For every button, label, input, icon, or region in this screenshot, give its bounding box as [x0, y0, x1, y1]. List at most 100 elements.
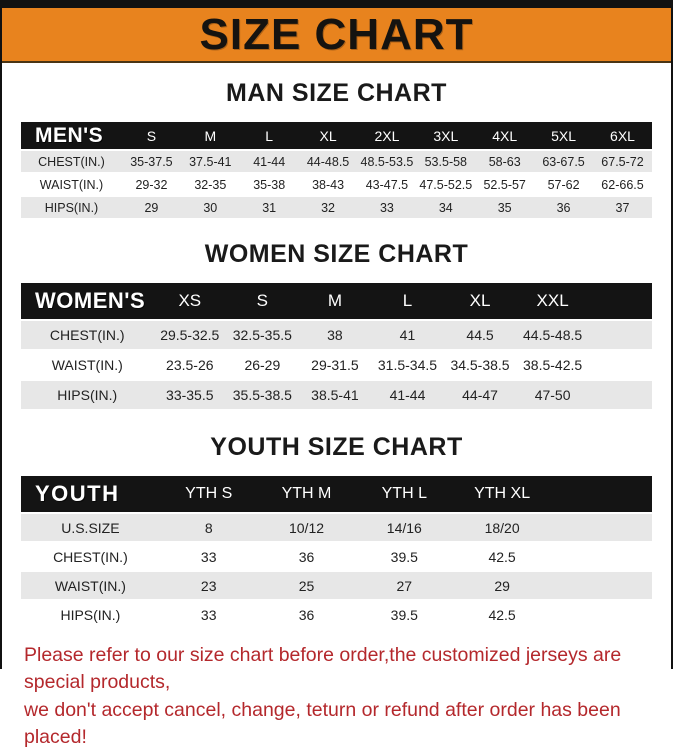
- size-value-cell: 34: [416, 197, 476, 218]
- row-label-cell: HIPS(IN.): [21, 381, 154, 409]
- women-section-heading: WOMEN SIZE CHART: [204, 240, 469, 268]
- size-column-header: YTH S: [159, 476, 258, 512]
- size-value-cell: 34.5-38.5: [443, 351, 517, 379]
- title-banner: SIZE CHART: [2, 8, 671, 63]
- size-value-cell: 33: [159, 543, 258, 570]
- filler-cell: [588, 381, 652, 409]
- size-value-cell: 44-47: [443, 381, 517, 409]
- size-value-cell: 29: [453, 572, 551, 599]
- size-value-cell: 47-50: [516, 381, 589, 409]
- filler-header-cell: [551, 476, 652, 512]
- size-value-cell: 47.5-52.5: [416, 174, 476, 195]
- table-row: WAIST(IN.) 23 25 27 29: [21, 572, 652, 599]
- row-label-cell: WAIST(IN.): [21, 174, 122, 195]
- row-label-cell: HIPS(IN.): [21, 601, 160, 628]
- filler-cell: [588, 351, 652, 379]
- size-column-header: 6XL: [593, 122, 652, 149]
- table-row: WAIST(IN.) 29-32 32-35 35-38 38-43 43-47.5 47.…: [21, 174, 652, 195]
- size-value-cell: 10/12: [257, 514, 356, 541]
- row-label-cell: CHEST(IN.): [21, 151, 122, 172]
- row-label-cell: HIPS(IN.): [21, 197, 122, 218]
- size-value-cell: 32.5-35.5: [226, 321, 299, 349]
- table-header-row: YOUTH YTH S YTH M YTH L YTH XL: [21, 476, 652, 512]
- size-column-header: M: [298, 283, 372, 319]
- table-title-cell: WOMEN'S: [21, 283, 154, 319]
- size-column-header: 4XL: [475, 122, 535, 149]
- size-value-cell: 35-38: [239, 174, 299, 195]
- size-value-cell: 38: [298, 321, 372, 349]
- women-table-wrap: WOMEN'S XS S M L XL XXL CHEST(IN.) 29.5-32.5 32.5…: [2, 281, 671, 411]
- size-value-cell: 44.5-48.5: [516, 321, 589, 349]
- row-label-cell: WAIST(IN.): [21, 572, 160, 599]
- youth-table-wrap: YOUTH YTH S YTH M YTH L YTH XL U.S.SIZE 8 10/12…: [2, 474, 671, 630]
- size-value-cell: 38.5-41: [298, 381, 372, 409]
- size-value-cell: 36: [257, 601, 356, 628]
- table-row: HIPS(IN.) 33-35.5 35.5-38.5 38.5-41 41-44 44-…: [21, 381, 652, 409]
- size-value-cell: 33: [357, 197, 417, 218]
- filler-cell: [551, 601, 652, 628]
- size-column-header: 3XL: [416, 122, 476, 149]
- disclaimer-line-1: Please refer to our size chart before or…: [24, 644, 622, 694]
- youth-section-heading: YOUTH SIZE CHART: [210, 433, 463, 461]
- size-value-cell: 33: [159, 601, 258, 628]
- youth-size-table: YOUTH YTH S YTH M YTH L YTH XL U.S.SIZE 8 10/12…: [21, 474, 652, 630]
- size-value-cell: 8: [159, 514, 258, 541]
- filler-header-cell: [588, 283, 652, 319]
- top-border-bar: [2, 0, 671, 8]
- size-value-cell: 23.5-26: [153, 351, 227, 379]
- women-size-table: WOMEN'S XS S M L XL XXL CHEST(IN.) 29.5-32.5 32.5…: [21, 281, 652, 411]
- size-column-header: L: [371, 283, 444, 319]
- size-value-cell: 43-47.5: [357, 174, 417, 195]
- size-value-cell: 42.5: [453, 601, 551, 628]
- size-value-cell: 37: [593, 197, 652, 218]
- table-row: HIPS(IN.) 29 30 31 32 33 34 35 36 37: [21, 197, 652, 218]
- size-value-cell: 23: [159, 572, 258, 599]
- size-value-cell: 37.5-41: [180, 151, 240, 172]
- size-value-cell: 39.5: [355, 543, 454, 570]
- row-label-cell: CHEST(IN.): [21, 543, 160, 570]
- row-label-cell: WAIST(IN.): [21, 351, 154, 379]
- size-value-cell: 41-44: [371, 381, 444, 409]
- filler-cell: [551, 514, 652, 541]
- size-column-header: YTH XL: [453, 476, 551, 512]
- filler-cell: [551, 572, 652, 599]
- size-column-header: S: [122, 122, 181, 149]
- size-value-cell: 57-62: [534, 174, 593, 195]
- size-column-header: YTH L: [355, 476, 454, 512]
- table-row: CHEST(IN.) 29.5-32.5 32.5-35.5 38 41 44.5 44.5…: [21, 321, 652, 349]
- men-table-wrap: MEN'S S M L XL 2XL 3XL 4XL 5XL 6XL CHEST(IN.) 35-37…: [2, 120, 671, 220]
- size-value-cell: 29: [122, 197, 181, 218]
- table-title-cell: MEN'S: [21, 122, 122, 149]
- table-row: HIPS(IN.) 33 36 39.5 42.5: [21, 601, 652, 628]
- size-value-cell: 63-67.5: [534, 151, 593, 172]
- size-value-cell: 48.5-53.5: [357, 151, 417, 172]
- size-value-cell: 32-35: [180, 174, 240, 195]
- size-value-cell: 18/20: [453, 514, 551, 541]
- size-column-header: XL: [298, 122, 358, 149]
- size-value-cell: 29.5-32.5: [153, 321, 227, 349]
- men-size-table: MEN'S S M L XL 2XL 3XL 4XL 5XL 6XL CHEST(IN.) 35-37…: [21, 120, 652, 220]
- size-value-cell: 38-43: [298, 174, 358, 195]
- size-column-header: XL: [443, 283, 517, 319]
- size-value-cell: 53.5-58: [416, 151, 476, 172]
- size-column-header: S: [226, 283, 299, 319]
- size-column-header: XXL: [516, 283, 589, 319]
- disclaimer-text: Please refer to our size chart before or…: [2, 630, 671, 751]
- size-value-cell: 41: [371, 321, 444, 349]
- table-row: CHEST(IN.) 33 36 39.5 42.5: [21, 543, 652, 570]
- size-value-cell: 35-37.5: [122, 151, 181, 172]
- table-row: WAIST(IN.) 23.5-26 26-29 29-31.5 31.5-34.5 34…: [21, 351, 652, 379]
- size-column-header: 5XL: [534, 122, 593, 149]
- table-row: CHEST(IN.) 35-37.5 37.5-41 41-44 44-48.5 48.5…: [21, 151, 652, 172]
- size-value-cell: 52.5-57: [475, 174, 535, 195]
- size-column-header: XS: [153, 283, 227, 319]
- size-column-header: M: [180, 122, 240, 149]
- size-value-cell: 44-48.5: [298, 151, 358, 172]
- size-value-cell: 30: [180, 197, 240, 218]
- table-title-cell: YOUTH: [21, 476, 160, 512]
- size-value-cell: 35: [475, 197, 535, 218]
- size-value-cell: 35.5-38.5: [226, 381, 299, 409]
- size-value-cell: 29-32: [122, 174, 181, 195]
- size-value-cell: 42.5: [453, 543, 551, 570]
